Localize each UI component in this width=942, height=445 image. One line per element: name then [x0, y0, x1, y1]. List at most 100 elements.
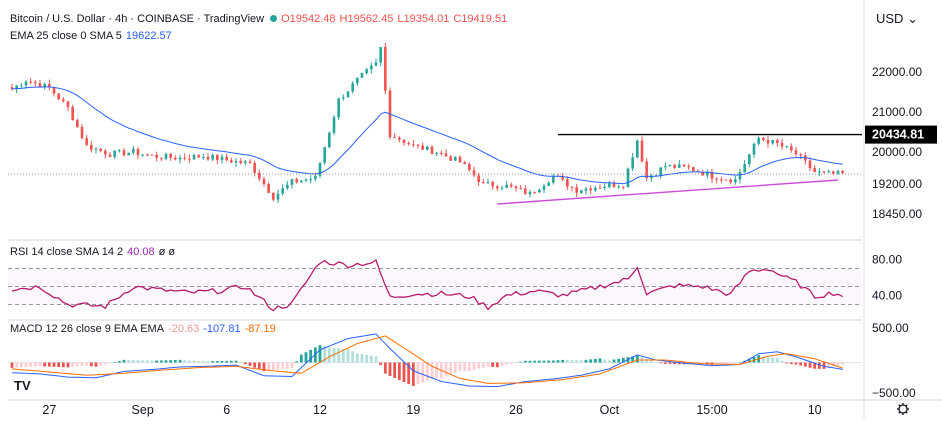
candle-body[interactable]	[169, 153, 172, 158]
candle-body[interactable]	[10, 87, 14, 89]
candle-body[interactable]	[454, 156, 457, 161]
candle-body[interactable]	[692, 167, 695, 172]
candle-body[interactable]	[258, 172, 261, 179]
candle-body[interactable]	[309, 179, 312, 181]
candle-body[interactable]	[253, 163, 256, 173]
candle-body[interactable]	[244, 161, 247, 164]
candle-body[interactable]	[743, 163, 746, 172]
candle-body[interactable]	[463, 162, 466, 165]
candle-body[interactable]	[99, 148, 102, 151]
resistance-price-tag[interactable]	[865, 125, 937, 144]
candle-body[interactable]	[304, 179, 308, 181]
candle-body[interactable]	[748, 154, 751, 164]
candle-body[interactable]	[202, 156, 205, 158]
candle-body[interactable]	[412, 144, 415, 146]
candle-body[interactable]	[80, 127, 84, 139]
candle-body[interactable]	[127, 152, 130, 156]
rsi-pane[interactable]	[8, 259, 862, 312]
candle-body[interactable]	[589, 188, 592, 191]
candle-body[interactable]	[384, 47, 387, 91]
candle-body[interactable]	[276, 193, 280, 200]
candle-body[interactable]	[780, 142, 784, 147]
candle-body[interactable]	[346, 91, 350, 98]
candle-body[interactable]	[370, 65, 373, 70]
candle-body[interactable]	[626, 168, 630, 188]
candle-body[interactable]	[328, 132, 331, 148]
candle-body[interactable]	[449, 156, 452, 161]
candle-body[interactable]	[762, 137, 765, 141]
candle-body[interactable]	[197, 155, 200, 158]
candle-body[interactable]	[342, 97, 345, 99]
candle-body[interactable]	[766, 140, 770, 144]
candle-body[interactable]	[15, 85, 18, 89]
candle-body[interactable]	[402, 139, 406, 144]
candle-body[interactable]	[295, 179, 298, 183]
candle-body[interactable]	[715, 178, 718, 180]
candle-body[interactable]	[85, 138, 88, 145]
candle-body[interactable]	[566, 179, 569, 187]
candle-body[interactable]	[234, 160, 238, 163]
candle-body[interactable]	[360, 73, 364, 78]
candle-body[interactable]	[90, 144, 93, 150]
candle-body[interactable]	[598, 187, 602, 189]
candle-body[interactable]	[570, 186, 574, 188]
candle-body[interactable]	[155, 154, 158, 158]
candle-body[interactable]	[174, 157, 177, 160]
rsi-legend[interactable]: RSI 14 close SMA 14 2 40.08 ø ø	[10, 246, 179, 258]
candle-body[interactable]	[561, 176, 564, 180]
candle-body[interactable]	[584, 188, 588, 191]
candle-body[interactable]	[444, 153, 448, 157]
candle-body[interactable]	[300, 180, 303, 183]
candle-body[interactable]	[519, 188, 522, 190]
candle-body[interactable]	[440, 152, 443, 154]
candle-body[interactable]	[505, 184, 508, 188]
candle-body[interactable]	[118, 150, 121, 152]
signal-line[interactable]	[11, 335, 843, 384]
candle-body[interactable]	[248, 161, 252, 164]
candle-body[interactable]	[841, 170, 844, 174]
candle-body[interactable]	[757, 137, 760, 144]
candle-body[interactable]	[636, 140, 639, 158]
candle-body[interactable]	[62, 99, 65, 102]
candle-body[interactable]	[612, 183, 616, 188]
candle-body[interactable]	[374, 62, 378, 66]
support-trendline[interactable]	[497, 179, 839, 205]
candle-body[interactable]	[146, 154, 149, 156]
candle-body[interactable]	[281, 188, 284, 194]
macd-line[interactable]	[11, 333, 843, 388]
candle-body[interactable]	[365, 69, 368, 74]
candle-body[interactable]	[664, 166, 667, 168]
candle-body[interactable]	[66, 101, 70, 107]
candle-body[interactable]	[188, 158, 191, 160]
candle-body[interactable]	[486, 181, 490, 183]
candle-body[interactable]	[393, 137, 396, 139]
candle-body[interactable]	[790, 146, 793, 151]
candle-body[interactable]	[710, 171, 714, 179]
candle-body[interactable]	[645, 161, 648, 179]
candle-body[interactable]	[668, 164, 672, 167]
candle-body[interactable]	[211, 154, 214, 160]
candle-body[interactable]	[262, 178, 266, 184]
candle-body[interactable]	[701, 172, 704, 176]
candle-body[interactable]	[654, 175, 658, 177]
candle-body[interactable]	[808, 160, 812, 169]
candle-body[interactable]	[216, 154, 219, 161]
candle-body[interactable]	[678, 164, 681, 168]
candle-body[interactable]	[752, 143, 756, 155]
rsi-line[interactable]	[11, 259, 843, 312]
candle-body[interactable]	[542, 185, 546, 190]
candle-body[interactable]	[594, 187, 597, 191]
candle-body[interactable]	[29, 81, 32, 83]
candle-body[interactable]	[771, 139, 774, 144]
candle-body[interactable]	[20, 85, 23, 87]
candle-body[interactable]	[836, 170, 840, 174]
candle-body[interactable]	[631, 157, 634, 169]
ema-legend[interactable]: EMA 25 close 0 SMA 5 19622.57	[10, 30, 176, 42]
candle-body[interactable]	[682, 164, 686, 167]
candle-body[interactable]	[482, 181, 485, 183]
candle-body[interactable]	[398, 137, 401, 140]
candle-body[interactable]	[183, 157, 186, 159]
price-pane[interactable]	[8, 42, 862, 205]
candle-body[interactable]	[603, 186, 606, 188]
candle-body[interactable]	[827, 171, 830, 173]
